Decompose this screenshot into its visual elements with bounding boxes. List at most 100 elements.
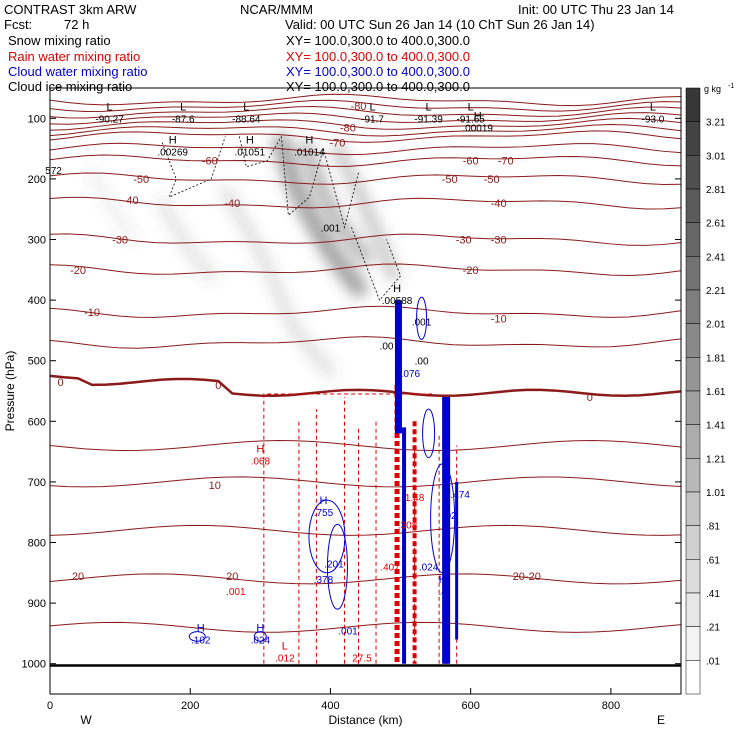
cloud-marker-value: .001 (338, 626, 358, 637)
ice-marker-value: .001 (412, 317, 432, 328)
cloud-contour (188, 631, 206, 642)
cloud-contour (430, 463, 456, 574)
isotherm-label: -40 (123, 195, 139, 207)
ice-marker-letter: H (474, 110, 482, 122)
colorbar-tick-label: 1.61 (706, 387, 726, 398)
x-tick-label: 200 (181, 700, 199, 712)
center-label: NCAR/MMM (240, 2, 313, 17)
colorbar-swatch (685, 424, 701, 459)
colorbar-swatch (685, 188, 701, 223)
colorbar-tick-label: 2.21 (706, 286, 726, 297)
forecast-value: 72 h (64, 17, 90, 32)
isotherm-line (50, 440, 681, 452)
isotherm-line (50, 123, 681, 137)
colorbar-tick-label: 3.01 (706, 151, 726, 162)
rain-contour (263, 393, 433, 664)
low-marker-value: -91.39 (414, 114, 443, 125)
ice-contour (161, 136, 226, 198)
ice-marker-letter: H (305, 135, 313, 147)
colorbar-tick-label: .01 (706, 656, 720, 667)
field-rain-xy: XY= 100.0,300.0 to 400.0,300.0 (286, 49, 470, 64)
snow-streak (88, 168, 139, 244)
init-time: Init: 00 UTC Thu 23 Jan 14 (518, 2, 674, 17)
cloud-contour (422, 408, 436, 459)
cloud-marker-value: .378 (314, 575, 334, 586)
rain-marker-value: 27.5 (352, 654, 372, 665)
isotherm-label: 0 (587, 392, 593, 404)
ice-marker-value: .00269 (157, 148, 188, 159)
isotherm-line (50, 105, 681, 119)
forecast-label: Fcst: (4, 17, 33, 32)
cloud-contour (416, 296, 428, 340)
colorbar-swatch (685, 222, 701, 257)
y-tick-label: 500 (28, 356, 46, 368)
rain-marker-letter: L (282, 641, 288, 653)
colorbar-swatch (685, 491, 701, 526)
rain-marker-value: 1.48 (405, 493, 425, 504)
cloud-marker-value: .02 (443, 511, 457, 522)
snow-streak (298, 141, 373, 265)
y-tick-label: 100 (28, 113, 46, 125)
isotherm-line (50, 524, 681, 536)
cloud-marker-value: .201 (324, 560, 344, 571)
isotherm-label: -30 (112, 235, 128, 247)
isotherm-label: -10 (491, 313, 507, 325)
low-marker-letter: L (180, 101, 186, 113)
field-ice-name: Cloud ice mixing ratio (8, 79, 133, 94)
colorbar-tick-label: 2.01 (706, 320, 726, 331)
colorbar-swatch (685, 626, 701, 661)
low-marker-letter: L (426, 101, 432, 113)
isotherm-label: -50 (133, 174, 149, 186)
cloud-marker-value: 1.076 (395, 369, 420, 380)
y-tick-label: 300 (28, 235, 46, 247)
isotherm-label: 20 (226, 571, 238, 583)
isotherm-line (50, 99, 681, 113)
isotherm-label: 10 (209, 480, 221, 492)
ice-marker-value: .00019 (462, 123, 493, 134)
x-tick-label: 800 (602, 700, 620, 712)
cloud-marker-value: .102 (191, 635, 211, 646)
cloud-marker-value: .024 (419, 563, 439, 574)
low-marker-value: -91.65 (456, 114, 485, 125)
colorbar-unit-exp: -1 (728, 83, 734, 90)
ice-marker-value: .01051 (235, 148, 266, 159)
ice-marker-value: .01014 (294, 148, 325, 159)
colorbar-swatch (685, 289, 701, 324)
rain-marker-value: .407 (380, 563, 400, 574)
rain-marker-value: .308 (398, 520, 418, 531)
plot-frame (49, 87, 682, 695)
isotherm-label: -70 (330, 138, 346, 150)
isotherm-line (50, 112, 681, 125)
cloud-contour (326, 523, 348, 610)
field-ice-xy: XY= 100.0,300.0 to 400.0,300.0 (286, 79, 470, 94)
x-tick-label: 0 (47, 700, 53, 712)
colorbar-tick-label: 3.21 (706, 118, 726, 129)
snow-streak (220, 186, 335, 378)
field-rain-name: Rain water mixing ratio (8, 49, 141, 64)
field-cloud-xy: XY= 100.0,300.0 to 400.0,300.0 (286, 64, 470, 79)
ice-contour (323, 148, 359, 229)
isotherm-label: -40 (491, 198, 507, 210)
y-tick-label: 800 (28, 538, 46, 550)
low-marker-value: -93.0 (642, 114, 665, 125)
colorbar-tick-label: 1.21 (706, 454, 726, 465)
isotherm-label: -60 (463, 156, 479, 168)
isotherm-label: -30 (456, 235, 472, 247)
isotherm-line (50, 130, 681, 143)
isotherm-label: -20 (463, 265, 479, 277)
cloud-marker-letter: H (439, 574, 447, 586)
ice-contour (351, 227, 402, 301)
isotherm-line (50, 172, 681, 186)
isotherm-line (50, 196, 681, 210)
x-axis-label: Distance (km) (328, 713, 402, 727)
field-snow-name: Snow mixing ratio (8, 33, 111, 48)
y-tick-label: 400 (28, 295, 46, 307)
ice-marker-value: .00 (415, 357, 429, 368)
colorbar-swatch (685, 155, 701, 190)
y-tick-label: 1000 (22, 659, 46, 671)
colorbar-tick-label: 2.81 (706, 185, 726, 196)
low-marker-value: -88.64 (232, 114, 261, 125)
ice-marker-letter: H (246, 135, 254, 147)
isotherm-line (50, 233, 681, 246)
